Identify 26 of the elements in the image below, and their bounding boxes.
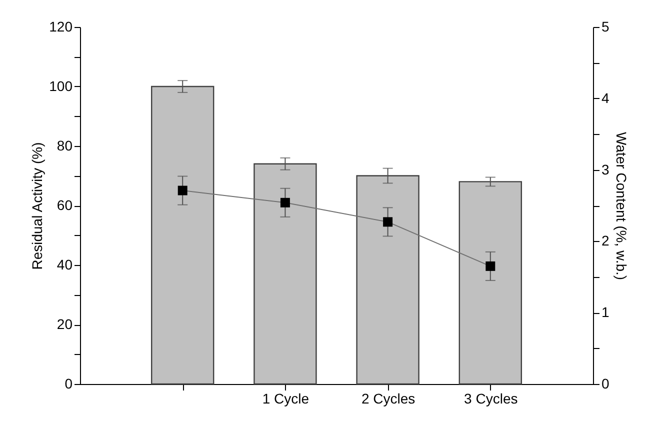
point [383, 217, 393, 227]
bar [151, 86, 214, 385]
y2-tick-label: 4 [602, 90, 610, 106]
y-tick-label: 0 [64, 376, 73, 392]
y2-tick-label: 5 [602, 18, 610, 34]
y-tick-label: 60 [56, 197, 73, 213]
y-tick-label: 120 [49, 18, 73, 34]
x-tick-label: 1 Cycle [262, 390, 310, 406]
y-axis-title: Residual Activity (%) [29, 142, 46, 270]
bar [458, 181, 522, 385]
y2-tick-label: 0 [602, 376, 610, 392]
y2-axis-title: Water Content (%, w.b.) [613, 132, 630, 280]
y-tick-label: 20 [56, 316, 73, 332]
y2-tick-label: 1 [602, 304, 610, 320]
x-tick-label: 3 Cycles [464, 390, 518, 406]
y-tick-label: 40 [56, 256, 73, 272]
bar [356, 175, 420, 385]
point [486, 261, 496, 271]
bar [254, 163, 317, 385]
x-tick-label: 2 Cycles [361, 390, 416, 406]
y2-tick-label: 2 [602, 232, 610, 249]
y-tick-label: 100 [49, 78, 73, 94]
y-tick-label: 80 [56, 138, 73, 154]
y2-tick-label: 3 [602, 161, 610, 178]
point [280, 198, 290, 208]
point [178, 186, 188, 196]
